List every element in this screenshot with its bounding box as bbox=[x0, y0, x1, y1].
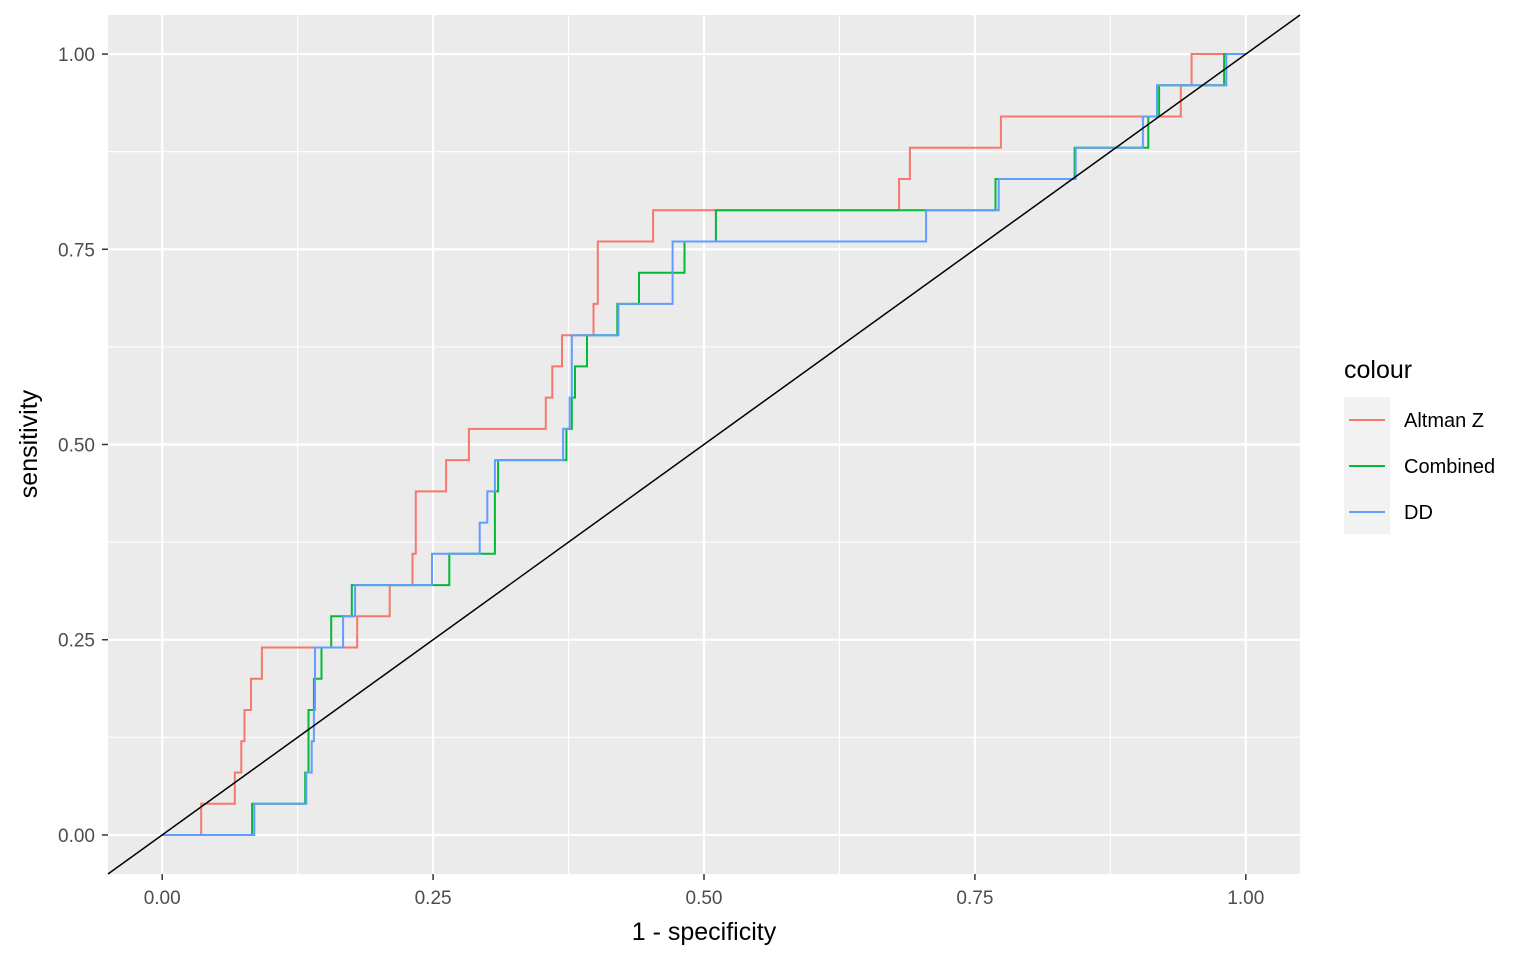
x-tick-label: 0.25 bbox=[415, 888, 452, 909]
x-tick-label: 0.50 bbox=[686, 888, 723, 909]
x-axis-title: 1 - specificity bbox=[632, 918, 777, 946]
y-tick-label: 1.00 bbox=[58, 45, 95, 66]
reference-line-layer bbox=[107, 14, 1301, 875]
legend-label: Combined bbox=[1404, 456, 1495, 478]
y-tick-label: 0.25 bbox=[58, 631, 95, 652]
legend-title: colour bbox=[1344, 356, 1412, 384]
legend-label: DD bbox=[1404, 502, 1433, 524]
y-tick-label: 0.75 bbox=[58, 240, 95, 261]
x-tick-label: 1.00 bbox=[1227, 888, 1264, 909]
x-axis: 0.00 0.25 0.50 0.75 1.00 bbox=[144, 874, 1264, 909]
series-line-combined bbox=[162, 53, 1246, 836]
y-axis-title: sensitivity bbox=[15, 389, 43, 498]
series-line-altman-z bbox=[162, 53, 1246, 836]
diagonal-reference-line bbox=[107, 14, 1301, 875]
x-tick-label: 0.00 bbox=[144, 888, 181, 909]
y-tick-label: 0.00 bbox=[58, 826, 95, 847]
legend-label: Altman Z bbox=[1404, 410, 1484, 432]
y-axis: 0.00 0.25 0.50 0.75 1.00 bbox=[58, 45, 108, 847]
legend-items: Altman Z Combined DD bbox=[1349, 410, 1495, 524]
y-tick-label: 0.50 bbox=[58, 436, 95, 457]
legend: colour Altman Z Combined DD bbox=[1344, 356, 1495, 534]
x-tick-label: 0.75 bbox=[956, 888, 993, 909]
